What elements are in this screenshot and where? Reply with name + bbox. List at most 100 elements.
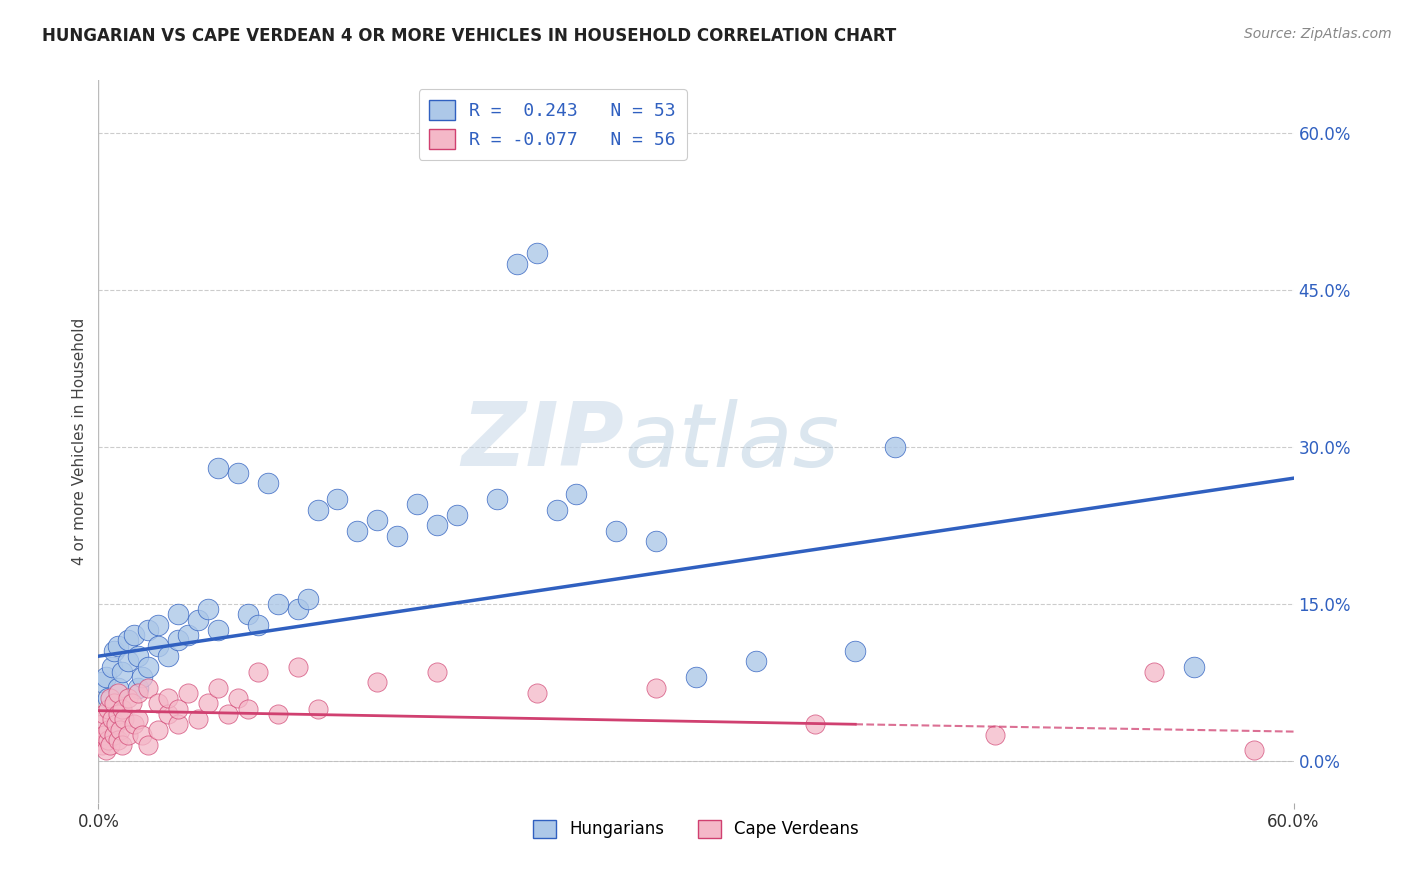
Point: [148, 639, 170, 653]
Point: [157, 706, 180, 721]
Point: [136, 659, 159, 673]
Point: [426, 518, 449, 533]
Point: [148, 723, 170, 737]
Point: [167, 633, 190, 648]
Point: [187, 613, 209, 627]
Point: [97, 723, 120, 737]
Point: [91, 738, 114, 752]
Point: [526, 686, 548, 700]
Point: [366, 675, 388, 690]
Point: [197, 696, 219, 710]
Point: [267, 597, 290, 611]
Point: [844, 644, 866, 658]
Point: [207, 460, 229, 475]
Point: [136, 681, 159, 695]
Point: [326, 492, 349, 507]
Point: [91, 675, 114, 690]
Point: [287, 659, 309, 673]
Point: [226, 466, 249, 480]
Point: [112, 712, 135, 726]
Text: atlas: atlas: [624, 399, 839, 484]
Point: [110, 723, 132, 737]
Point: [107, 639, 129, 653]
Point: [97, 733, 120, 747]
Point: [406, 497, 429, 511]
Point: [287, 602, 309, 616]
Point: [117, 633, 139, 648]
Point: [127, 712, 149, 726]
Point: [426, 665, 449, 679]
Point: [96, 743, 118, 757]
Point: [167, 717, 190, 731]
Point: [103, 644, 125, 658]
Point: [97, 701, 120, 715]
Point: [1243, 743, 1265, 757]
Point: [804, 717, 827, 731]
Point: [565, 487, 588, 501]
Point: [117, 655, 139, 669]
Point: [103, 696, 125, 710]
Point: [526, 246, 548, 260]
Point: [111, 701, 134, 715]
Point: [645, 681, 668, 695]
Point: [136, 623, 159, 637]
Point: [121, 696, 143, 710]
Point: [136, 738, 159, 752]
Point: [207, 681, 229, 695]
Point: [157, 691, 180, 706]
Point: [111, 738, 134, 752]
Point: [226, 691, 249, 706]
Point: [117, 691, 139, 706]
Point: [506, 256, 529, 270]
Point: [167, 607, 190, 622]
Point: [546, 502, 568, 516]
Point: [103, 728, 125, 742]
Point: [101, 712, 124, 726]
Point: [605, 524, 627, 538]
Point: [105, 717, 128, 731]
Point: [217, 706, 239, 721]
Point: [177, 686, 200, 700]
Y-axis label: 4 or more Vehicles in Household: 4 or more Vehicles in Household: [72, 318, 87, 566]
Point: [1143, 665, 1166, 679]
Text: Source: ZipAtlas.com: Source: ZipAtlas.com: [1244, 27, 1392, 41]
Point: [148, 696, 170, 710]
Point: [177, 628, 200, 642]
Point: [256, 476, 278, 491]
Point: [124, 628, 146, 642]
Point: [236, 607, 259, 622]
Point: [89, 733, 111, 747]
Point: [91, 717, 114, 731]
Point: [107, 686, 129, 700]
Point: [93, 706, 115, 721]
Point: [131, 670, 153, 684]
Point: [107, 706, 129, 721]
Point: [385, 529, 409, 543]
Point: [131, 728, 153, 742]
Point: [307, 701, 329, 715]
Point: [107, 681, 129, 695]
Point: [97, 691, 120, 706]
Point: [124, 717, 146, 731]
Legend: Hungarians, Cape Verdeans: Hungarians, Cape Verdeans: [526, 813, 866, 845]
Point: [645, 534, 668, 549]
Point: [98, 738, 122, 752]
Point: [93, 728, 115, 742]
Point: [745, 655, 768, 669]
Text: HUNGARIAN VS CAPE VERDEAN 4 OR MORE VEHICLES IN HOUSEHOLD CORRELATION CHART: HUNGARIAN VS CAPE VERDEAN 4 OR MORE VEHI…: [42, 27, 897, 45]
Point: [111, 665, 134, 679]
Text: ZIP: ZIP: [461, 398, 624, 485]
Point: [127, 649, 149, 664]
Point: [236, 701, 259, 715]
Point: [101, 659, 124, 673]
Point: [107, 733, 129, 747]
Point: [207, 623, 229, 637]
Point: [1182, 659, 1205, 673]
Point: [246, 617, 269, 632]
Point: [267, 706, 290, 721]
Point: [98, 691, 122, 706]
Point: [366, 513, 388, 527]
Point: [157, 649, 180, 664]
Point: [167, 701, 190, 715]
Point: [96, 670, 118, 684]
